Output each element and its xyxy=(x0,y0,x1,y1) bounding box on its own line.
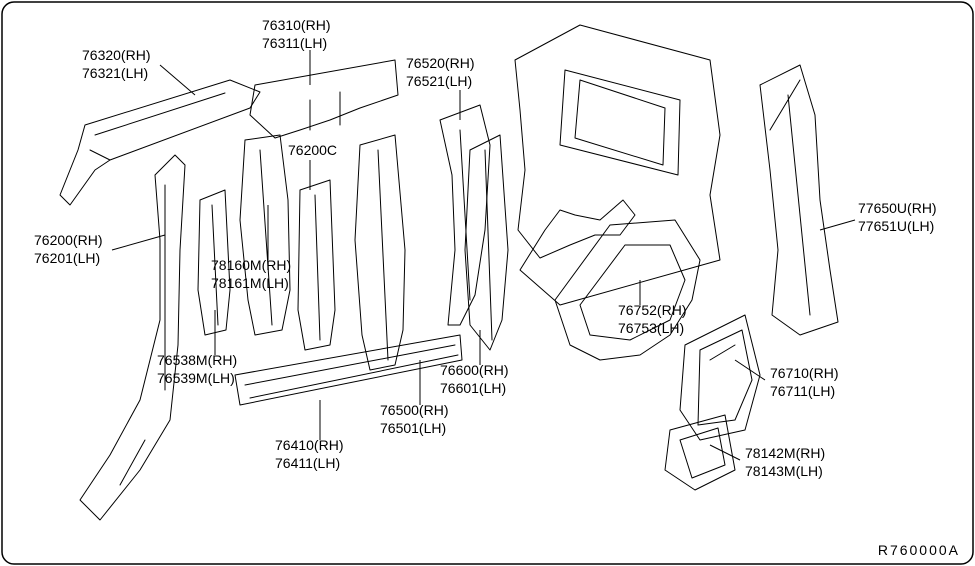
label-l76501lh: 76501(LH) xyxy=(380,420,446,436)
label-l76520rh: 76520(RH) xyxy=(406,55,474,71)
label-l76710rh: 76710(RH) xyxy=(770,365,838,381)
label-l78143mlh: 78143M(LH) xyxy=(745,463,823,479)
label-l77650urh: 77650U(RH) xyxy=(858,200,937,216)
brace-76200c xyxy=(298,180,335,350)
label-l76752rh: 76752(RH) xyxy=(618,302,686,318)
label-l76200c: 76200C xyxy=(288,142,337,158)
pillar-center-76500 xyxy=(355,135,405,370)
label-l78160mrh: 78160M(RH) xyxy=(211,257,291,273)
label-l76320rh: 76320(RH) xyxy=(82,47,150,63)
leader-line-0 xyxy=(160,65,195,95)
label-l76410rh: 76410(RH) xyxy=(275,437,343,453)
pillar-center-reinf-76600 xyxy=(465,135,508,350)
diagram-id-label: R760000A xyxy=(878,542,960,558)
parts-group xyxy=(60,25,838,520)
leader-line-13 xyxy=(820,220,855,230)
label-l77651ulh: 77651U(LH) xyxy=(858,218,934,234)
labels-group: 76320(RH) 76321(LH) 76310(RH) 76311(LH) 7652… xyxy=(34,17,937,479)
pillar-inner-78160m xyxy=(240,135,290,335)
label-l76539mlh: 76539M(LH) xyxy=(157,370,235,386)
pillar-d-77650u xyxy=(760,65,838,335)
pillar-a-76200 xyxy=(80,155,185,520)
leader-line-4 xyxy=(112,235,165,250)
label-l76321lh: 76321(LH) xyxy=(82,65,148,81)
leader-line-11 xyxy=(735,360,765,380)
quarter-panel-rear xyxy=(515,25,720,305)
label-l76601lh: 76601(LH) xyxy=(440,380,506,396)
parts-diagram: 76320(RH) 76321(LH) 76310(RH) 76311(LH) 7652… xyxy=(0,0,975,566)
label-l76753lh: 76753(LH) xyxy=(618,320,684,336)
label-l76411lh: 76411(LH) xyxy=(275,455,340,471)
sill-outer-76410 xyxy=(235,335,462,405)
diagram-frame xyxy=(2,2,973,564)
label-l76500rh: 76500(RH) xyxy=(380,402,448,418)
label-l76311lh: 76311(LH) xyxy=(262,35,327,51)
label-l78142mrh: 78142M(RH) xyxy=(745,445,825,461)
pillar-reinf-76520 xyxy=(440,105,490,325)
leaders-group xyxy=(112,50,855,460)
label-l78161mlh: 78161M(LH) xyxy=(211,275,289,291)
label-l76538mrh: 76538M(RH) xyxy=(157,352,237,368)
label-l76310rh: 76310(RH) xyxy=(262,17,330,33)
label-l76711lh: 76711(LH) xyxy=(770,383,835,399)
roof-rail-front-76320 xyxy=(60,80,260,205)
label-l76521lh: 76521(LH) xyxy=(406,73,472,89)
roof-rail-center-76310 xyxy=(250,60,398,138)
leader-line-12 xyxy=(710,445,740,460)
label-l76600rh: 76600(RH) xyxy=(440,362,508,378)
label-l76200rh: 76200(RH) xyxy=(34,232,102,248)
ext-rear-76710 xyxy=(680,315,760,440)
label-l76201lh: 76201(LH) xyxy=(34,250,100,266)
wheelhouse-76752 xyxy=(555,220,700,360)
